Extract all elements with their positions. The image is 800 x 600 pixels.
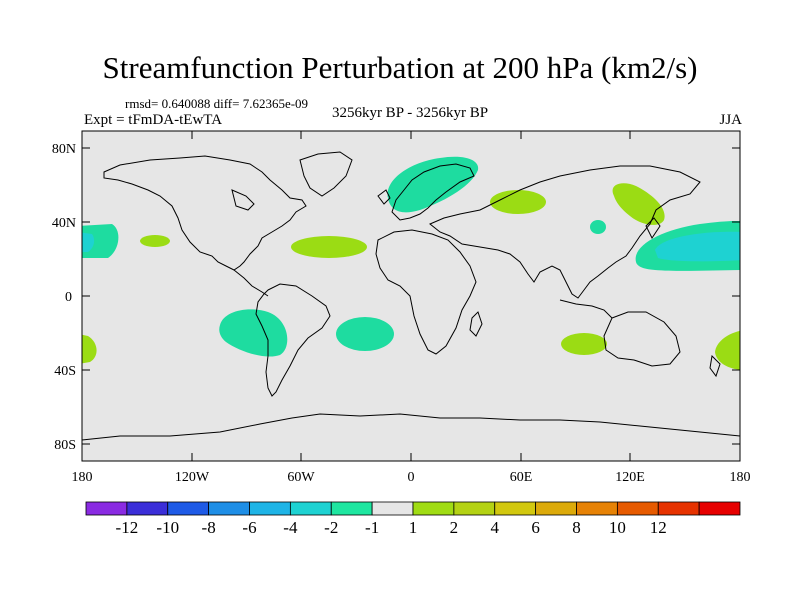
colorbar-label: -12	[116, 518, 139, 537]
contour-sw-pacific-east	[715, 330, 740, 370]
contour-west-edge-core	[82, 232, 95, 252]
colorbar-label: 1	[409, 518, 418, 537]
contour-south-pacific	[219, 309, 288, 357]
experiment-label: Expt = tFmDA-tEwTA	[84, 112, 223, 128]
period-label: 3256kyr BP - 3256kyr BP	[331, 105, 489, 121]
colorbar-swatch	[698, 501, 741, 516]
colorbar-swatch	[535, 501, 577, 516]
lon-label: 60E	[510, 470, 533, 485]
coast-antarctica	[82, 413, 740, 441]
contour-fills	[82, 156, 740, 370]
coast-australia	[603, 311, 681, 367]
colorbar-label: 12	[650, 518, 667, 537]
colorbar-label: 8	[572, 518, 581, 537]
contour-china-small	[590, 220, 606, 234]
lat-label: 0	[65, 290, 72, 305]
colorbar-swatch	[249, 501, 291, 516]
contour-central-asia	[490, 190, 546, 214]
latitude-axis: 80N 40N 0 40S 80S	[52, 142, 740, 453]
lat-label: 40N	[52, 216, 76, 231]
colorbar-label: 4	[491, 518, 500, 537]
contour-east-asia	[612, 183, 665, 225]
lon-label: 180	[730, 470, 751, 485]
colorbar-label: -2	[324, 518, 338, 537]
colorbar-swatch	[576, 501, 618, 516]
season-label: JJA	[719, 112, 742, 128]
colorbar-label: 2	[450, 518, 459, 537]
contour-north-atlantic	[291, 236, 367, 258]
colorbar-swatch	[494, 501, 537, 516]
colorbar-label: -6	[242, 518, 256, 537]
contour-indian-ocean	[561, 333, 607, 355]
colorbar-label: -10	[156, 518, 179, 537]
contour-north-pacific-core	[655, 231, 740, 262]
contour-ne-pacific	[140, 235, 170, 247]
coast-british-isles	[377, 189, 391, 205]
lat-label: 80N	[52, 142, 76, 157]
colorbar-label: 10	[609, 518, 626, 537]
lat-label: 40S	[54, 364, 76, 379]
coast-asia	[429, 165, 701, 299]
colorbar-swatch	[616, 501, 659, 516]
colorbar-label: -8	[202, 518, 216, 537]
coast-japan	[645, 217, 661, 239]
colorbar-swatch	[167, 501, 210, 516]
colorbar-swatch	[289, 501, 332, 516]
lon-label: 0	[408, 470, 415, 485]
lat-label: 80S	[54, 438, 76, 453]
coast-madagascar	[469, 311, 483, 337]
contour-west-edge	[82, 224, 119, 258]
coast-indonesia	[559, 299, 613, 319]
lon-label: 180	[72, 470, 93, 485]
colorbar-swatch	[453, 501, 496, 516]
lon-label: 60W	[287, 470, 315, 485]
coast-europe	[391, 163, 475, 221]
coast-north-america	[103, 155, 307, 271]
lon-label: 120E	[615, 470, 645, 485]
contour-sw-pacific-west	[82, 334, 97, 364]
colorbar-swatch	[412, 501, 455, 516]
colorbar-label: -4	[283, 518, 298, 537]
colorbar-swatch	[126, 501, 169, 516]
coast-africa	[375, 229, 477, 355]
stats-label: rmsd= 0.640088 diff= 7.62365e-09	[125, 96, 309, 111]
coast-hudson-bay	[231, 189, 255, 211]
coast-new-zealand	[709, 354, 721, 378]
colorbar-label: 6	[531, 518, 540, 537]
coast-south-america	[255, 283, 331, 397]
colorbar-swatch	[371, 501, 414, 516]
colorbar-swatch	[85, 501, 128, 516]
colorbar-label: -1	[365, 518, 379, 537]
lon-label: 120W	[175, 470, 210, 485]
coast-greenland	[299, 151, 353, 197]
colorbar-swatch	[208, 501, 250, 516]
colorbar-swatch	[657, 501, 700, 516]
contour-europe	[387, 156, 479, 213]
colorbar-swatch	[330, 501, 373, 516]
plot-title: Streamfunction Perturbation at 200 hPa (…	[102, 50, 698, 85]
longitude-axis: 180 120W 60W 0 60E 120E 180	[72, 131, 751, 485]
colorbar: -12 -10 -8 -6 -4 -2 -1 1 2 4 6 8 10 12	[85, 501, 741, 537]
coastlines	[82, 151, 740, 441]
contour-south-atlantic	[336, 317, 394, 351]
